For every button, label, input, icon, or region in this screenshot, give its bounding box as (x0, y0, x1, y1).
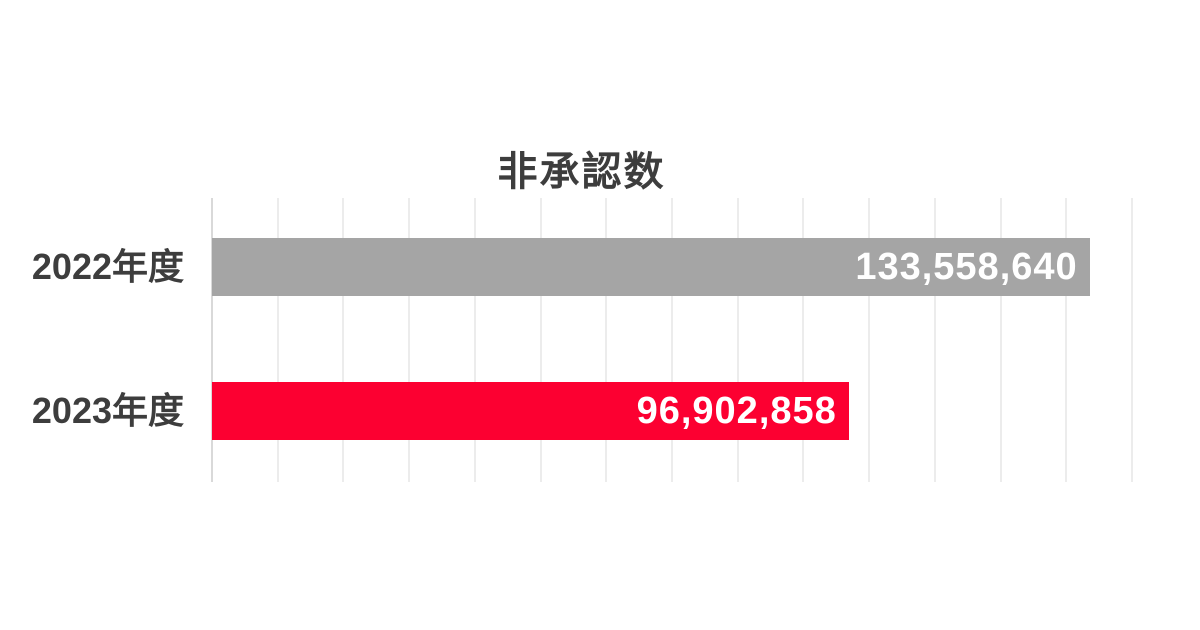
gridlines (211, 198, 1133, 482)
bar-value-label-2023: 96,902,858 (636, 389, 837, 432)
gridline (736, 198, 739, 482)
gridline (276, 198, 279, 482)
gridline (342, 198, 345, 482)
gridline (802, 198, 805, 482)
gridline (1065, 198, 1068, 482)
bar-value-label-2022: 133,558,640 (855, 245, 1078, 288)
bar-2023: 96,902,858 (212, 382, 849, 440)
category-label-2023: 2023年度 (31, 390, 184, 431)
gridline (539, 198, 542, 482)
plot-area: 133,558,640 96,902,858 (211, 198, 1133, 482)
category-label-2022: 2022年度 (31, 246, 184, 287)
gridline (473, 198, 476, 482)
gridline (605, 198, 608, 482)
chart-title: 非承認数 (497, 150, 666, 194)
gridline (408, 198, 411, 482)
bar-2022: 133,558,640 (212, 238, 1090, 296)
gridline (1131, 198, 1133, 482)
gridline (933, 198, 936, 482)
gridline (671, 198, 673, 482)
gridline (999, 198, 1002, 482)
axis-line (211, 198, 213, 482)
gridline (868, 198, 871, 482)
